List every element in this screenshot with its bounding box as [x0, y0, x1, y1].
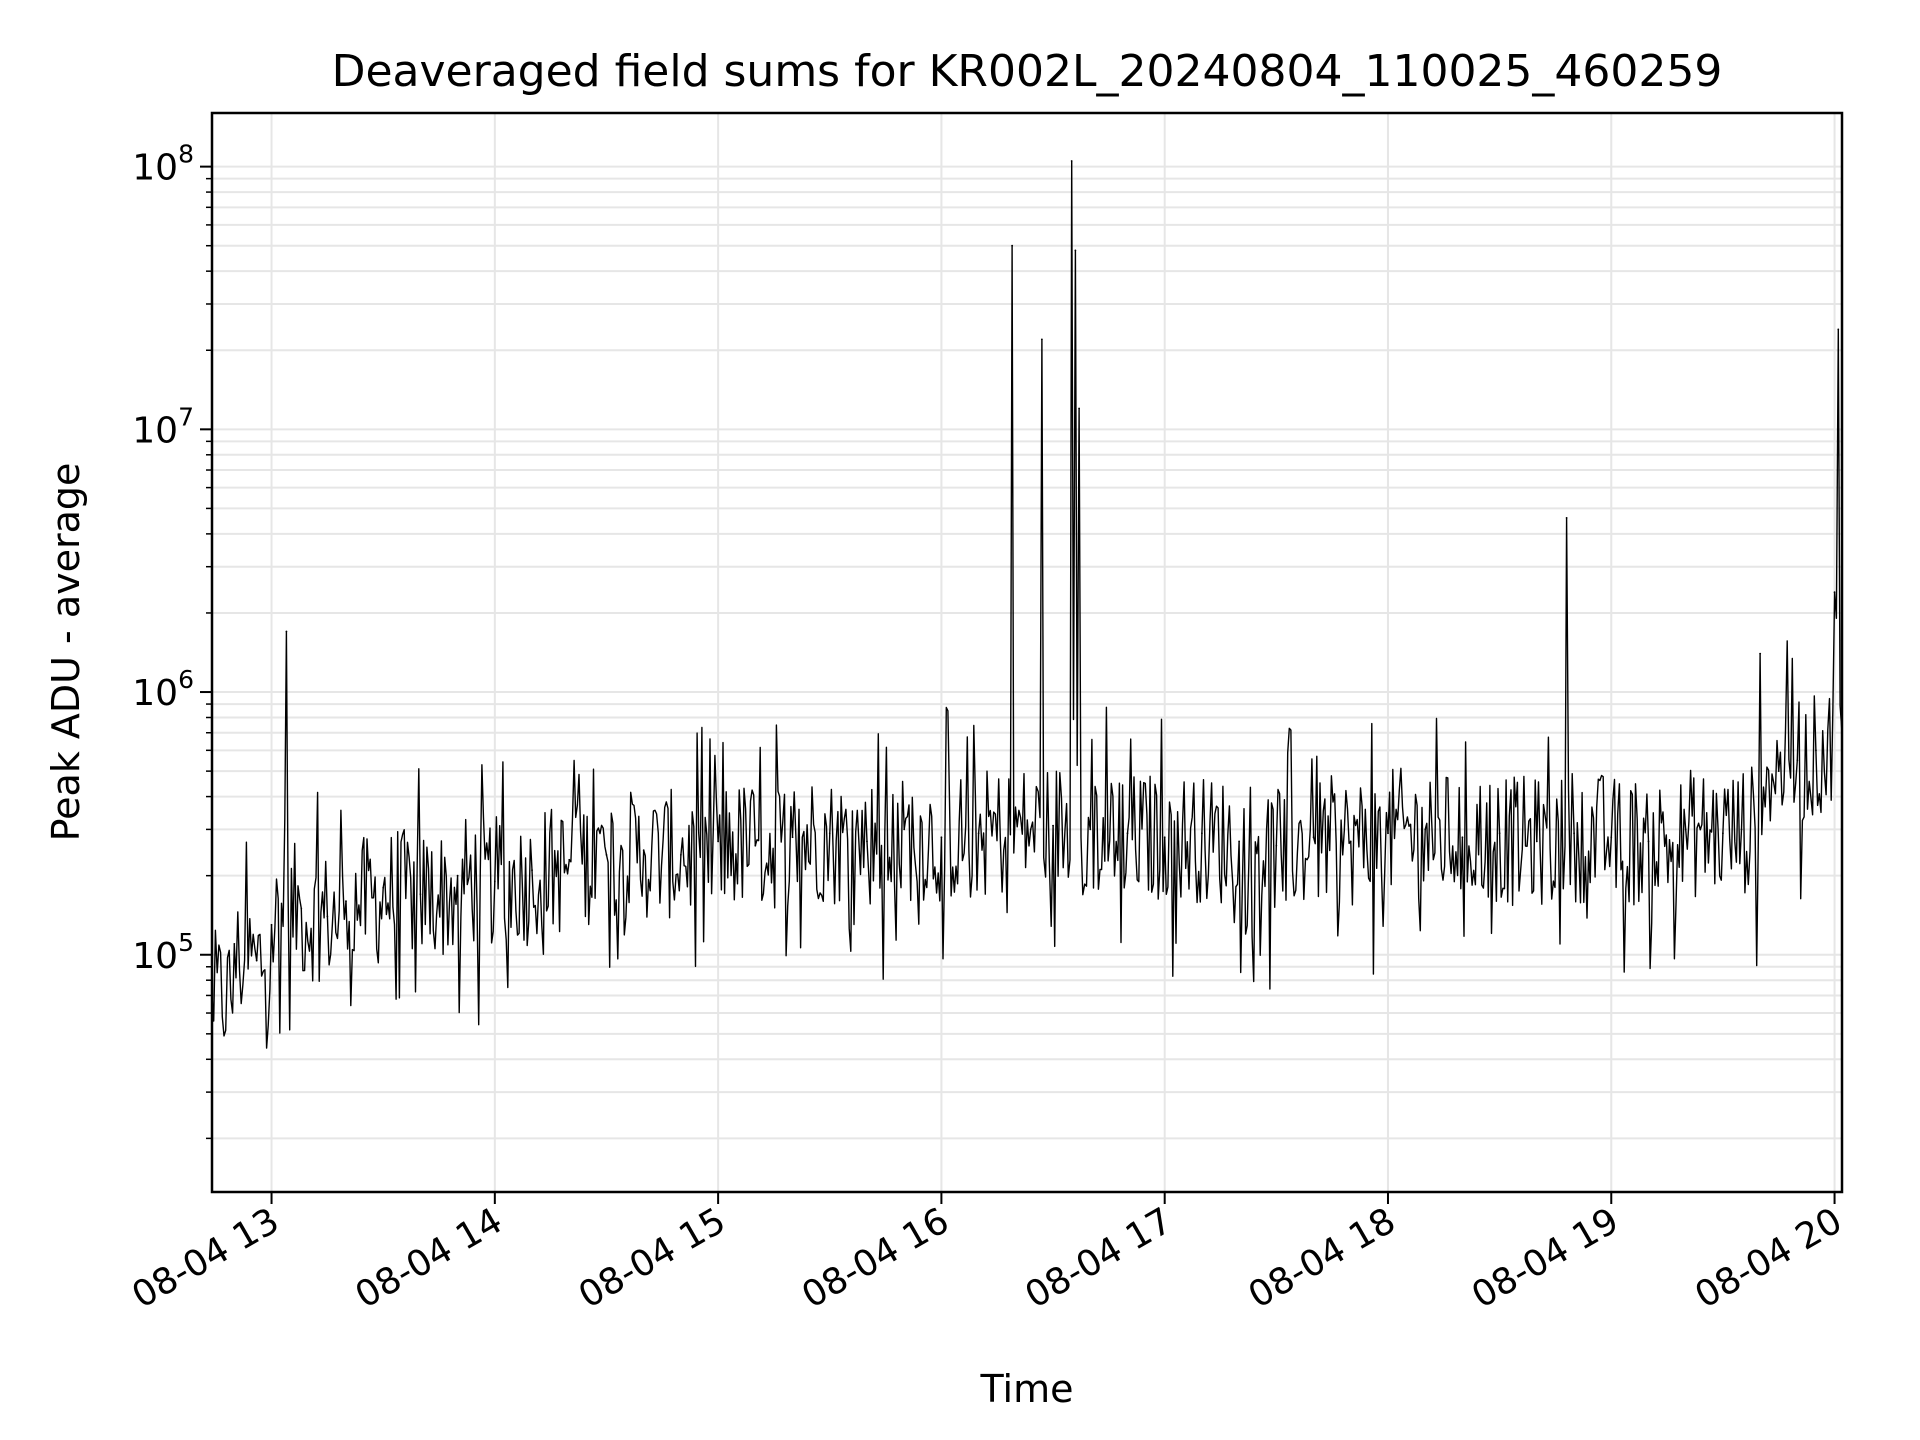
data-point	[866, 840, 868, 843]
data-point	[1498, 832, 1501, 835]
data-point	[605, 853, 608, 856]
y-tick-exponent: 6	[178, 665, 194, 694]
data-point	[531, 869, 533, 872]
y-tick-exponent: 5	[178, 928, 194, 957]
data-point	[1089, 828, 1092, 831]
data-point	[1796, 759, 1799, 762]
data-point	[1163, 836, 1166, 839]
data-point	[1238, 840, 1241, 843]
data-point	[1573, 832, 1575, 835]
data-point	[1078, 407, 1081, 410]
data-point	[1833, 591, 1836, 594]
chart-title: Deaveraged field sums for KR002L_2024080…	[332, 46, 1723, 97]
series-line	[211, 160, 1843, 1049]
y-tick-label: 106	[132, 665, 194, 714]
data-point	[1647, 840, 1650, 843]
data-point	[233, 942, 236, 945]
data-point	[1074, 249, 1077, 252]
data-point	[1815, 749, 1817, 752]
data-point	[1201, 832, 1203, 835]
data-point	[1610, 836, 1613, 839]
data-point	[1387, 832, 1389, 835]
data-point	[791, 836, 794, 839]
data-point	[419, 893, 422, 896]
data-point	[1029, 828, 1032, 831]
data-point	[1722, 832, 1724, 835]
data-point	[1312, 836, 1315, 839]
data-point	[1424, 828, 1427, 831]
data-point	[1070, 160, 1073, 162]
data-point	[940, 836, 943, 839]
plot-frame	[210, 111, 1844, 1194]
data-point	[456, 874, 459, 877]
data-point	[680, 853, 682, 856]
series-layer	[211, 160, 1843, 1049]
data-point	[1275, 844, 1278, 847]
y-tick-exponent: 7	[178, 402, 194, 431]
data-point	[1461, 836, 1464, 839]
data-point	[977, 832, 980, 835]
data-point	[642, 849, 645, 852]
data-point	[1052, 824, 1054, 827]
grid-lines	[212, 113, 1842, 1192]
data-point	[1777, 770, 1780, 773]
x-axis-label: Time	[980, 1367, 1074, 1411]
data-point	[1837, 328, 1840, 331]
data-point	[1126, 832, 1129, 835]
y-tick-base: 10	[132, 410, 178, 451]
data-point	[285, 630, 288, 633]
y-tick-base: 10	[132, 148, 178, 189]
y-tick-label: 108	[132, 140, 194, 189]
y-tick-label: 105	[132, 928, 194, 977]
data-point	[255, 959, 258, 962]
data-point	[300, 907, 303, 910]
data-point	[1740, 828, 1743, 831]
data-point	[1535, 840, 1538, 843]
data-point	[1565, 517, 1568, 519]
data-point	[326, 915, 329, 918]
data-point	[270, 923, 273, 926]
data-point	[1011, 244, 1014, 247]
data-point	[493, 880, 496, 883]
data-point	[828, 832, 831, 835]
data-point	[382, 886, 385, 889]
y-tick-base: 10	[132, 936, 178, 977]
y-tick-base: 10	[132, 673, 178, 714]
data-point	[903, 828, 906, 831]
y-axis-label: Peak ADU - average	[44, 463, 88, 842]
data-point	[1759, 652, 1762, 655]
y-tick-exponent: 8	[178, 140, 194, 169]
y-tick-label: 107	[132, 402, 194, 451]
data-point	[754, 844, 757, 847]
data-point	[345, 900, 347, 903]
data-point	[1684, 828, 1687, 831]
data-point	[1349, 840, 1352, 843]
data-point	[568, 858, 571, 861]
data-point	[717, 840, 720, 843]
data-point	[1040, 338, 1043, 341]
